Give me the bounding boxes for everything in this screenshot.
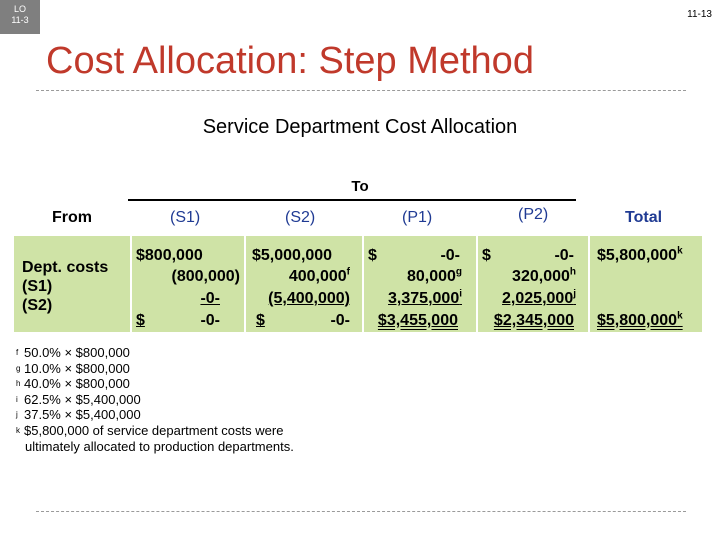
- footnote-h: h 40.0% × $800,000: [16, 376, 294, 392]
- s1-allocation-s2: -0-: [136, 290, 220, 308]
- footnote-f: f 50.0% × $800,000: [16, 345, 294, 361]
- p1-dept-costs: $ -0-: [368, 247, 460, 265]
- s2-allocation-s1-value: 400,000: [288, 268, 347, 285]
- p2-dept-costs-value: -0-: [554, 247, 574, 264]
- p2-allocation-s1-value: 320,000: [512, 268, 570, 285]
- lo-badge-line2: 11-3: [11, 15, 29, 25]
- row-label-panel: [14, 236, 130, 332]
- p2-panel: [478, 236, 588, 332]
- column-header-s2: (S2): [285, 209, 316, 226]
- footnote-g-text: 10.0% × $800,000: [24, 360, 130, 376]
- footnote-f-text: 50.0% × $800,000: [24, 345, 130, 360]
- footnote-mark-h: h: [569, 266, 576, 278]
- row-labels: Dept. costs (S1) (S2): [22, 258, 108, 315]
- row-label-s1: (S1): [22, 278, 53, 295]
- p1-total: $3,455,000: [377, 312, 458, 329]
- s1-allocation-s2-value: -0-: [200, 290, 220, 307]
- footnote-mark-g: g: [455, 266, 462, 278]
- s2-total-sign: $: [256, 312, 265, 329]
- footnote-mark-f: f: [346, 266, 350, 278]
- footnote-h-text: 40.0% × $800,000: [24, 376, 130, 392]
- footnote-i-marker: i: [16, 394, 18, 404]
- p2-dept-costs-sign: $: [482, 247, 491, 264]
- lo-badge-line1: LO: [13, 4, 26, 14]
- s2-allocation-s1: 400,000f: [288, 266, 350, 286]
- subtitle: Service Department Cost Allocation: [202, 116, 518, 138]
- p2-allocation-s1: 320,000h: [512, 266, 576, 286]
- slide-number: 11-13: [687, 9, 712, 20]
- footnotes: f 50.0% × $800,000 g 10.0% × $800,000 h 40.…: [16, 345, 294, 454]
- lo-badge: LO 11-3: [0, 0, 40, 34]
- row-label-dept-costs: Dept. costs: [22, 259, 109, 276]
- footnote-g: g 10.0% × $800,000: [16, 361, 294, 377]
- column-header-p1: (P1): [402, 209, 433, 226]
- to-underline: [128, 199, 576, 201]
- page-title: Cost Allocation: Step Method: [46, 40, 534, 82]
- p1-dept-costs-sign: $: [368, 247, 377, 264]
- s2-allocation-s2-value: (5,400,000): [268, 290, 350, 307]
- column-header-s1: (S1): [170, 209, 201, 226]
- total-allocated-value: $5,800,000: [597, 312, 678, 329]
- footnote-i: i 62.5% × $5,400,000: [16, 392, 294, 408]
- total-dept-costs-value: $5,800,000: [597, 247, 678, 264]
- footnote-mark-k-bottom: k: [677, 310, 683, 322]
- column-header-total: Total: [625, 209, 663, 226]
- footnote-k: k $5,800,000 of service department costs …: [16, 423, 294, 439]
- p1-allocation-s1-value: 80,000: [406, 268, 456, 285]
- footnote-mark-j: j: [573, 288, 576, 300]
- s1-allocation-s1: (800,000): [171, 268, 241, 285]
- s2-panel: [246, 236, 362, 332]
- p1-allocation-s2-value: 3,375,000: [388, 290, 460, 307]
- p2-allocation-s2-value: 2,025,000: [502, 290, 574, 307]
- footnote-k-continued: ultimately allocated to production depar…: [16, 439, 294, 455]
- row-label-s2: (S2): [22, 297, 53, 314]
- footnote-j: j 37.5% × $5,400,000: [16, 407, 294, 423]
- s2-allocation-s2: (5,400,000): [268, 290, 350, 308]
- footnote-j-marker: j: [16, 410, 18, 420]
- total-dept-costs: $5,800,000k: [597, 245, 683, 265]
- footnote-i-text: 62.5% × $5,400,000: [24, 391, 141, 407]
- s1-panel: [132, 236, 244, 332]
- footnote-k-text: $5,800,000 of service department costs w…: [24, 422, 284, 438]
- p1-panel: [364, 236, 476, 332]
- s1-total-value: -0-: [200, 312, 220, 329]
- top-divider: [36, 90, 686, 91]
- footnote-f-marker: f: [16, 348, 19, 357]
- from-header: From: [52, 209, 92, 226]
- p1-allocation-s2: 3,375,000i: [388, 288, 462, 308]
- footnote-mark-i: i: [459, 288, 462, 300]
- p2-dept-costs: $ -0-: [482, 247, 574, 265]
- footnote-k-continuation: ultimately allocated to production depar…: [25, 438, 294, 454]
- p2-allocation-s2: 2,025,000j: [502, 288, 576, 308]
- s2-total-row: $ -0-: [256, 312, 350, 330]
- footnote-h-marker: h: [16, 379, 21, 389]
- s1-total-row: $ -0-: [136, 312, 220, 330]
- s2-dept-costs: $5,000,000: [252, 247, 333, 264]
- footnote-j-text: 37.5% × $5,400,000: [24, 407, 141, 423]
- footnote-g-marker: g: [16, 363, 21, 373]
- s2-total-value: -0-: [330, 312, 350, 329]
- p2-total: $2,345,000: [493, 312, 574, 329]
- footnote-k-marker: k: [16, 425, 20, 435]
- p1-allocation-s1: 80,000g: [406, 266, 462, 286]
- column-header-p2: (P2): [518, 206, 549, 223]
- bottom-divider: [36, 511, 686, 512]
- total-panel: [590, 236, 702, 332]
- total-allocated: $5,800,000k: [597, 310, 683, 330]
- p1-dept-costs-value: -0-: [440, 247, 460, 264]
- footnote-mark-k-top: k: [677, 245, 683, 257]
- s1-total-sign: $: [136, 312, 145, 329]
- to-label: To: [351, 178, 369, 195]
- s1-dept-costs: $800,000: [136, 247, 203, 264]
